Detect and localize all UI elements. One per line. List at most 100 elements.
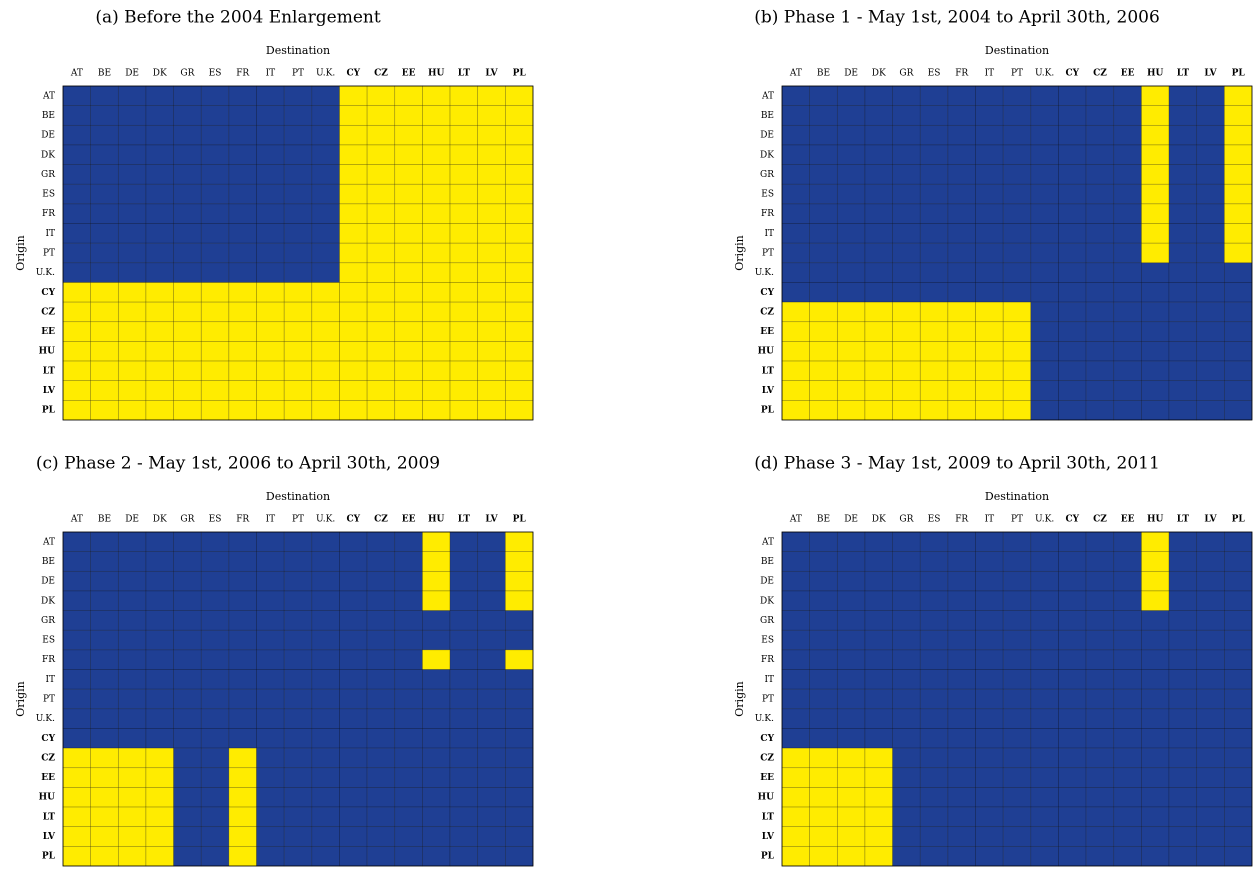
x-tick-label: PT (1011, 515, 1023, 525)
panel: (a) Before the 2004 Enlargement Destinati… (14, 8, 534, 421)
y-tick-label: ES (42, 636, 55, 646)
x-axis-label: Destination (266, 490, 330, 503)
cell (283, 380, 313, 401)
cell (836, 360, 866, 382)
cell (1196, 85, 1225, 106)
cell (1141, 747, 1170, 769)
cell (117, 570, 147, 592)
cell (449, 551, 479, 572)
cell (1141, 262, 1170, 283)
cell (90, 767, 119, 788)
cell (394, 164, 423, 185)
cell (1141, 826, 1170, 847)
cell (311, 183, 340, 205)
cell (1002, 767, 1032, 788)
cell (892, 400, 921, 421)
cell (892, 688, 921, 710)
cell (90, 649, 119, 670)
cell (864, 105, 893, 126)
cell (173, 301, 202, 323)
cell (422, 183, 451, 205)
cell (256, 688, 285, 710)
cell (505, 203, 534, 224)
cell (117, 826, 147, 847)
cell (394, 105, 423, 126)
cell (339, 747, 368, 769)
cell (809, 570, 838, 592)
cell (947, 203, 976, 224)
cell (1030, 144, 1059, 165)
cell (975, 164, 1004, 185)
cell (449, 380, 479, 401)
y-tick-label: LV (43, 386, 56, 396)
cell (864, 124, 893, 146)
cell (975, 570, 1004, 592)
cell (449, 728, 479, 749)
cell (422, 262, 451, 283)
cell (809, 610, 838, 631)
cell (1196, 590, 1225, 611)
cell (1030, 551, 1059, 572)
cell (366, 203, 396, 224)
cell (1030, 400, 1059, 421)
cell (1058, 747, 1087, 769)
cell (117, 85, 147, 106)
cell (311, 164, 340, 185)
cell (145, 846, 174, 867)
cell (311, 708, 340, 729)
cell (505, 360, 534, 382)
cell (62, 124, 91, 146)
cell (892, 708, 921, 729)
cell (1030, 223, 1059, 244)
cell (1085, 629, 1115, 651)
cell (311, 767, 340, 788)
cell (781, 301, 810, 323)
cell (477, 301, 506, 323)
cell (200, 649, 230, 670)
cell (781, 183, 810, 205)
cell (422, 380, 451, 401)
cell (145, 105, 174, 126)
cell (1030, 360, 1059, 382)
cell (1030, 262, 1059, 283)
cell (892, 262, 921, 283)
cell (864, 728, 893, 749)
cell (256, 400, 285, 421)
cell (339, 85, 368, 106)
cell (90, 610, 119, 631)
cell (283, 164, 313, 185)
cell (781, 629, 810, 651)
x-tick-label: DE (844, 515, 858, 525)
cell (1002, 787, 1032, 808)
cell (311, 144, 340, 165)
cell (200, 105, 230, 126)
cell (975, 341, 1004, 362)
cell (1002, 85, 1032, 106)
cell (1030, 826, 1059, 847)
cell (1141, 610, 1170, 631)
cell (477, 203, 506, 224)
cell (256, 570, 285, 592)
cell (200, 360, 230, 382)
x-tick-label: HU (1147, 69, 1164, 79)
cell (975, 629, 1004, 651)
cell (1224, 203, 1253, 224)
cell (422, 105, 451, 126)
cell (283, 728, 313, 749)
x-tick-label: HU (1147, 515, 1164, 525)
cell (1168, 183, 1198, 205)
cell (1113, 282, 1142, 303)
cell (892, 242, 921, 264)
cell (947, 124, 976, 146)
y-tick-label: CY (41, 288, 55, 298)
cell (1224, 282, 1253, 303)
cell (505, 380, 534, 401)
cell (1058, 105, 1087, 126)
x-tick-label: PL (513, 515, 527, 525)
cell (975, 688, 1004, 710)
cell (864, 846, 893, 867)
cell (200, 531, 230, 552)
cell (422, 708, 451, 729)
cell (1058, 321, 1087, 342)
cell (781, 747, 810, 769)
